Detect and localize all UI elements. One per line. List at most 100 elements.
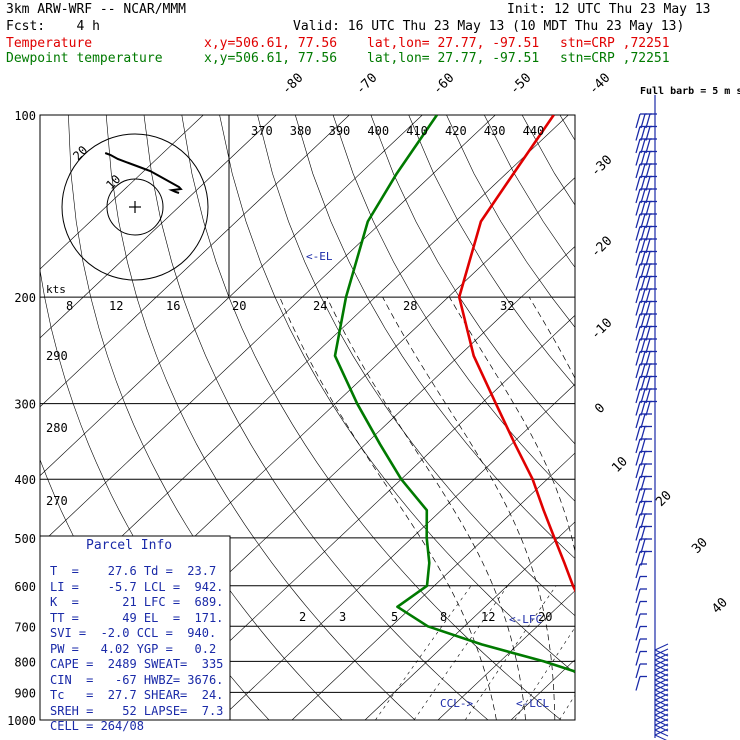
isotherm-line — [40, 115, 569, 614]
wind-barb — [645, 263, 651, 279]
pressure-tick-label: 600 — [14, 580, 36, 594]
parcel-info-panel: Parcel Info T = 27.6 Td = 23.7 LI = -5.7… — [40, 536, 230, 736]
wind-barb — [635, 226, 641, 241]
isotherm-tick-label: -30 — [588, 153, 615, 180]
wind-barb — [654, 734, 668, 740]
wind-barb — [654, 668, 669, 676]
parcel-row: K = 21 LFC = 689. — [50, 595, 224, 609]
wind-barb — [635, 376, 641, 391]
wind-barb — [635, 288, 641, 304]
isotherm-tick-label: -50 — [507, 71, 534, 98]
wind-barb — [640, 351, 646, 366]
isotherm-tick-label: -40 — [586, 71, 613, 98]
isotherm-line — [40, 115, 423, 477]
wind-barb — [645, 376, 651, 391]
mixing-ratio-line — [559, 694, 575, 720]
wind-barb — [645, 251, 651, 266]
plot-frame — [39, 114, 576, 721]
mixing-ratio-line — [514, 626, 575, 720]
mixing-ratio-line — [413, 585, 508, 720]
wind-barb — [640, 201, 646, 216]
isotherm-line — [291, 452, 575, 720]
wind-barb — [645, 213, 651, 229]
wind-barb — [640, 376, 646, 391]
isotherm-tick-label: 30 — [689, 535, 711, 557]
wind-barb — [654, 688, 669, 696]
wind-barb — [635, 451, 641, 466]
temperature-legend: Temperature — [6, 36, 93, 51]
parcel-row: SVI = -2.0 CCL = 940. — [50, 626, 217, 640]
dry-adiabat-line — [295, 115, 575, 559]
wind-barb — [654, 643, 669, 651]
mixing-ratio-line — [375, 585, 472, 720]
wind-barb — [635, 126, 641, 141]
wind-barb — [654, 673, 669, 681]
moist-adiabat-line — [279, 296, 497, 720]
dry-adiabat-line — [559, 115, 575, 141]
pressure-tick-label: 1000 — [7, 714, 36, 728]
wind-barb — [640, 176, 646, 191]
dry-adiabat-line — [636, 115, 740, 720]
wind-barb — [640, 413, 646, 429]
wind-barb — [645, 176, 651, 191]
wind-barb — [635, 151, 641, 166]
wind-barb — [635, 488, 641, 504]
isotherm-tick-label: -80 — [279, 71, 306, 98]
wind-barbs — [635, 95, 669, 740]
wind-barb — [640, 301, 646, 316]
dry-adiabat-line — [257, 115, 575, 617]
wind-barb — [645, 288, 651, 304]
wind-barb — [645, 126, 651, 141]
parcel-row: CIN = -67 HWBZ= 3676. — [50, 672, 224, 687]
wind-barb — [645, 201, 651, 216]
isotherm-line — [437, 590, 575, 720]
wind-barb — [654, 648, 669, 656]
wind-barb — [635, 576, 641, 591]
mixing-ratio-label: 12 — [481, 610, 495, 624]
isotherm-line — [145, 314, 575, 720]
dry-adiabat-line — [673, 115, 740, 720]
isotherm-tick-label: -20 — [588, 234, 615, 261]
wind-barb — [654, 663, 669, 671]
dry-adiabat-line — [219, 115, 575, 674]
forecast-hour: Fcst: 4 h — [6, 19, 100, 34]
temperature-station: stn=CRP ,72251 — [560, 36, 670, 51]
wind-barb — [640, 313, 646, 329]
wind-barb — [640, 326, 646, 341]
wind-barb — [654, 698, 669, 706]
wind-barb — [635, 613, 641, 629]
wind-barb — [645, 401, 651, 416]
wind-barb — [640, 526, 646, 541]
theta-tick-label: 440 — [523, 124, 545, 138]
wind-barb — [635, 201, 641, 216]
temperature-line — [457, 115, 575, 593]
isotherm-line — [40, 115, 496, 545]
wind-barb — [640, 476, 646, 491]
wind-barb — [645, 326, 651, 341]
hodograph-speed-label: 20 — [232, 299, 246, 313]
isotherm-tick-label: 0 — [592, 401, 608, 417]
hodograph-ring-label: 20 — [70, 143, 90, 163]
wind-barb — [635, 188, 641, 204]
wind-barb — [654, 653, 669, 661]
moist-adiabat-line — [449, 296, 575, 554]
isotherm-line — [218, 383, 575, 720]
wind-barb — [640, 163, 646, 179]
parcel-row: CELL = 264/08 — [50, 719, 144, 733]
dry-adiabat-line — [370, 115, 575, 445]
wind-barb — [635, 276, 641, 291]
hodograph-ring — [106, 178, 164, 236]
wind-barb — [635, 413, 641, 429]
level-annotation: <-LCL — [516, 697, 549, 710]
parcel-row: LI = -5.7 LCL = 942. — [50, 579, 224, 594]
isotherm-tick-label: 20 — [653, 488, 675, 510]
isotherm-tick-label: -10 — [588, 316, 615, 343]
theta-tick-label: 390 — [329, 124, 351, 138]
parcel-row: Tc = 27.7 SHEAR= 24. — [50, 688, 224, 702]
hodograph-ring-label: 10 — [103, 172, 123, 192]
pressure-tick-label: 200 — [14, 291, 36, 305]
wind-barb — [635, 638, 641, 654]
wind-barb — [635, 463, 641, 479]
pressure-tick-label: 500 — [14, 532, 36, 546]
